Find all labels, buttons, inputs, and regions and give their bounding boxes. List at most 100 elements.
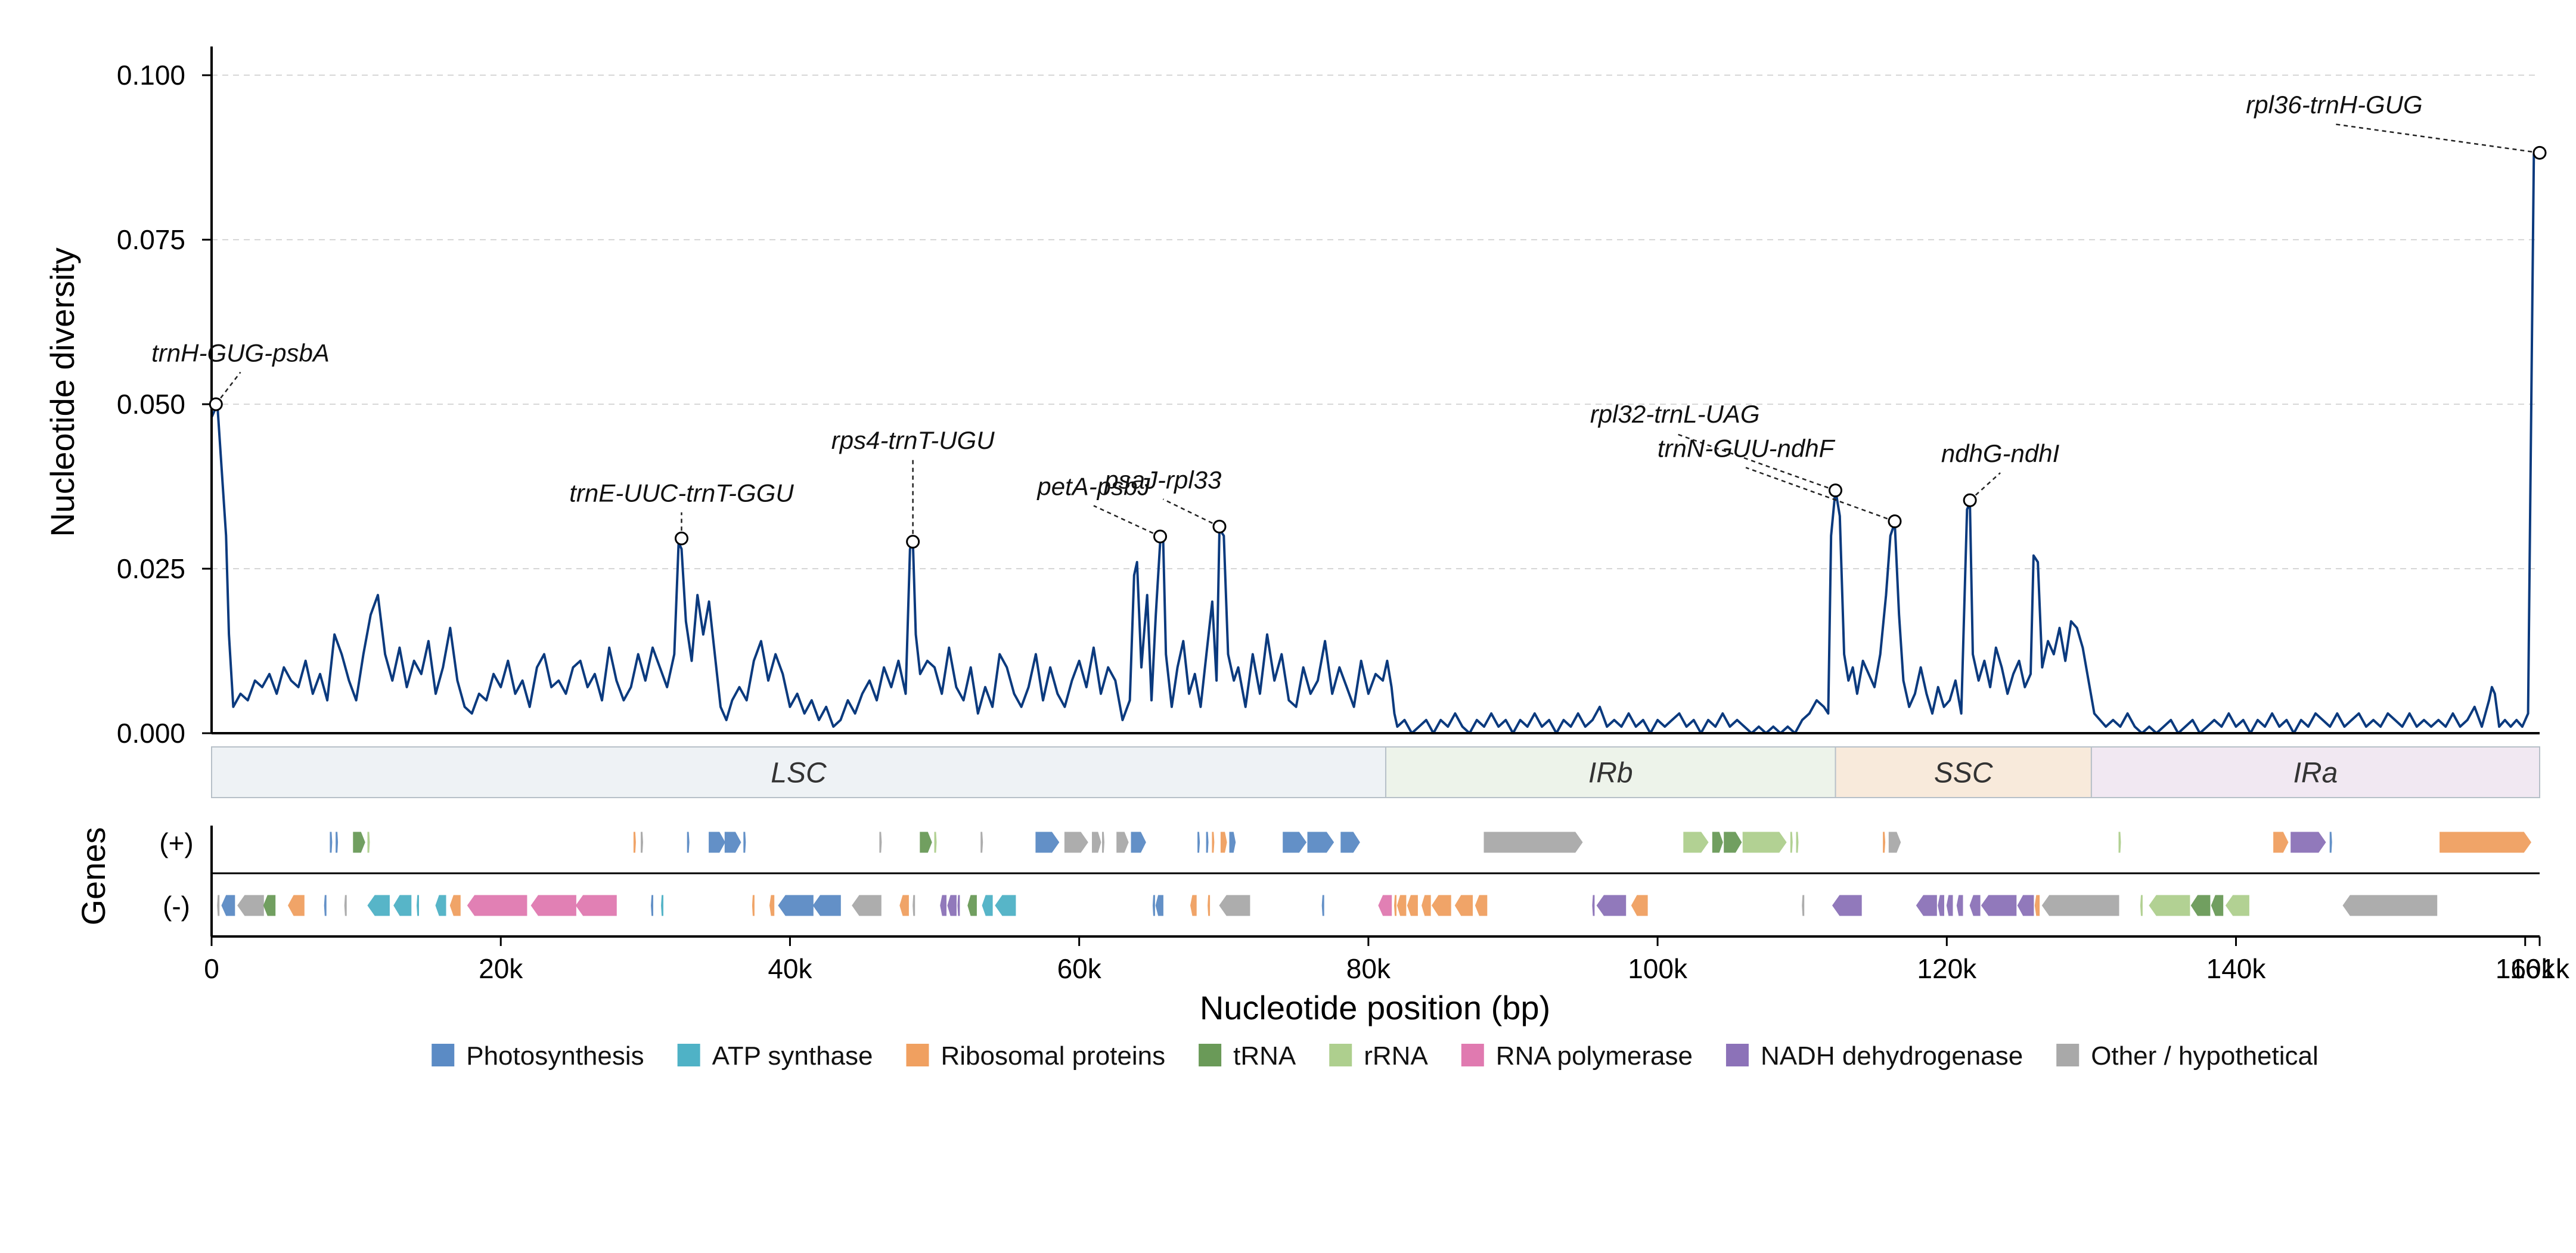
x-axis-title: Nucleotide position (bp) — [1200, 989, 1550, 1026]
minus-gene-7 — [367, 895, 390, 916]
minus-gene-19 — [778, 895, 814, 916]
peak-marker-8 — [2532, 145, 2547, 160]
minus-gene-46 — [1631, 895, 1648, 916]
minus-gene-17 — [752, 895, 755, 916]
peak-label-8: rpl36-trnH-GUG — [2246, 91, 2422, 119]
plus-gene-13 — [980, 832, 983, 853]
minus-gene-63 — [2342, 895, 2438, 916]
legend-swatch-1 — [677, 1044, 700, 1066]
plus-gene-2 — [353, 832, 365, 853]
minus-gene-29 — [995, 895, 1016, 916]
plus-gene-26 — [1307, 832, 1334, 853]
minus-gene-42 — [1454, 895, 1473, 916]
minus-gene-44 — [1592, 895, 1595, 916]
plus-gene-16 — [1092, 832, 1101, 853]
peak-label-5: rpl32-trnL-UAG — [1590, 400, 1760, 428]
plus-gene-33 — [1790, 832, 1793, 853]
plus-gene-8 — [724, 832, 741, 853]
minus-gene-36 — [1378, 895, 1392, 916]
legend-label-2: Ribosomal proteins — [941, 1041, 1165, 1071]
minus-gene-33 — [1208, 895, 1211, 916]
plus-gene-39 — [2291, 832, 2326, 853]
peak-annotations: trnH-GUG-psbA trnE-UUC-trnT-GGU rps4-trnT-… — [151, 91, 2547, 549]
peak-label-3: petA-psbJ — [1036, 472, 1150, 500]
legend-label-5: RNA polymerase — [1496, 1041, 1693, 1071]
minus-gene-56 — [2034, 895, 2040, 916]
legend-swatch-5 — [1461, 1044, 1484, 1066]
minus-gene-34 — [1219, 895, 1250, 916]
plus-gene-25 — [1283, 832, 1307, 853]
minus-gene-10 — [435, 895, 446, 916]
strand-label-plus: (+) — [159, 827, 194, 858]
minus-gene-39 — [1407, 895, 1418, 916]
genome-regions: LSC IRb SSC IRa — [211, 746, 2541, 798]
y-tick-label-2: 0.050 — [117, 389, 185, 420]
minus-gene-35 — [1321, 895, 1324, 916]
x-tick-label-8: 160k — [2496, 953, 2556, 984]
minus-gene-57 — [2041, 895, 2119, 916]
plus-gene-18 — [1116, 832, 1129, 853]
plus-gene-34 — [1796, 832, 1799, 853]
plus-gene-38 — [2273, 832, 2289, 853]
plus-gene-41 — [2440, 832, 2532, 853]
peak-marker-7 — [1963, 493, 1977, 507]
plus-gene-32 — [1742, 832, 1787, 853]
plus-gene-0 — [330, 832, 333, 853]
genes-axis-title: Genes — [75, 827, 112, 926]
plus-gene-22 — [1212, 832, 1215, 853]
plus-gene-23 — [1220, 832, 1227, 853]
peak-marker-4 — [1212, 519, 1227, 534]
peak-leader-3 — [1093, 505, 1161, 538]
diversity-line — [210, 153, 2540, 734]
minus-gene-15 — [650, 895, 653, 916]
minus-gene-8 — [393, 895, 412, 916]
peak-label-6: trnN-GUU-ndhF — [1658, 434, 1836, 462]
plus-gene-29 — [1683, 832, 1709, 853]
minus-gene-9 — [416, 895, 419, 916]
minus-gene-3 — [263, 895, 276, 916]
minus-gene-14 — [575, 895, 617, 916]
minus-gene-31 — [1155, 895, 1163, 916]
minus-gene-22 — [899, 895, 909, 916]
minus-gene-1 — [221, 895, 235, 916]
minus-gene-52 — [1956, 895, 1963, 916]
x-tick-label-6: 120k — [1917, 953, 1977, 984]
peak-leader-7 — [1969, 472, 2001, 501]
x-tick-label-4: 80k — [1346, 953, 1391, 984]
peak-marker-1 — [674, 531, 688, 545]
y-axis-title: Nucleotide diversity — [44, 247, 81, 537]
legend-label-7: Other / hypothetical — [2091, 1041, 2319, 1071]
plus-gene-40 — [2329, 832, 2332, 853]
minus-gene-53 — [1969, 895, 1981, 916]
legend-swatch-6 — [1725, 1044, 1749, 1066]
minus-gene-58 — [2140, 895, 2143, 916]
minus-gene-60 — [2190, 895, 2211, 916]
plus-gene-4 — [633, 832, 636, 853]
region-irb — [1385, 746, 1836, 798]
legend: Photosynthesis ATP synthase Ribosomal prot… — [432, 1041, 2319, 1071]
legend-swatch-3 — [1199, 1044, 1222, 1066]
minus-gene-27 — [967, 895, 977, 916]
legend-swatch-4 — [1329, 1044, 1352, 1066]
minus-gene-28 — [982, 895, 993, 916]
minus-gene-26 — [957, 895, 960, 916]
y-tick-label-0: 0.000 — [117, 718, 185, 749]
minus-gene-25 — [947, 895, 957, 916]
strand-label-minus: (-) — [163, 891, 190, 922]
minus-gene-13 — [530, 895, 576, 916]
legend-label-3: tRNA — [1233, 1041, 1296, 1071]
minus-gene-40 — [1422, 895, 1431, 916]
minus-gene-45 — [1596, 895, 1627, 916]
legend-swatch-2 — [906, 1044, 929, 1066]
peak-marker-3 — [1153, 529, 1168, 544]
plus-gene-15 — [1064, 832, 1088, 853]
region-ira — [2090, 746, 2541, 798]
minus-gene-21 — [852, 895, 882, 916]
peak-label-1: trnE-UUC-trnT-GGU — [569, 479, 794, 507]
plus-gene-12 — [934, 832, 937, 853]
plus-gene-35 — [1883, 832, 1886, 853]
peak-marker-6 — [1888, 514, 1902, 529]
plus-gene-24 — [1229, 832, 1236, 853]
gene-tracks — [217, 832, 2532, 916]
